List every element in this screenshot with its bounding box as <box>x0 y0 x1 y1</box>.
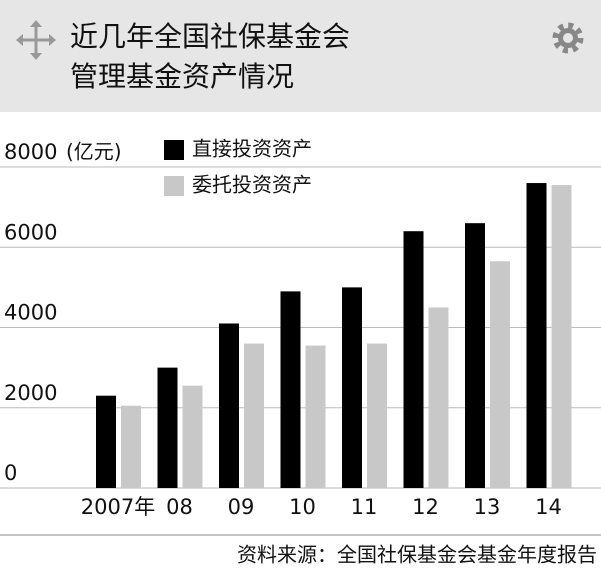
legend-swatch <box>164 176 184 196</box>
legend-label: 直接投资资产 <box>192 137 312 161</box>
y-tick-label: 4000 <box>4 301 57 325</box>
bar <box>367 343 387 488</box>
x-tick-label: 08 <box>166 495 193 519</box>
bar <box>526 183 547 489</box>
bar <box>403 231 424 488</box>
bar <box>121 405 141 488</box>
bar <box>219 323 239 488</box>
bar <box>182 385 203 488</box>
source-note: 资料来源：全国社保基金会基金年度报告 <box>237 543 597 567</box>
bar <box>428 307 449 488</box>
y-tick-label: 6000 <box>4 220 57 244</box>
x-tick-label: 13 <box>474 495 501 519</box>
x-tick-label: 12 <box>412 495 439 519</box>
unit-label: (亿元) <box>66 140 122 164</box>
y-tick-label: 8000 <box>4 140 57 164</box>
x-tick-label: 14 <box>535 495 562 519</box>
bar <box>280 291 301 488</box>
bar <box>342 287 362 488</box>
y-tick-label: 2000 <box>4 381 57 405</box>
x-tick-label: 11 <box>351 495 378 519</box>
chart-title: 近几年全国社保基金会 <box>70 20 350 53</box>
x-tick-label: 2007年 <box>81 495 155 519</box>
bar <box>490 261 510 488</box>
chart-title: 管理基金资产情况 <box>70 60 294 93</box>
legend-swatch <box>164 140 184 160</box>
bar <box>465 223 485 489</box>
bar <box>305 345 326 488</box>
x-tick-label: 10 <box>289 495 316 519</box>
settings-icon[interactable] <box>552 22 584 54</box>
bar <box>96 395 116 488</box>
header-band <box>0 0 601 112</box>
legend-label: 委托投资资产 <box>192 173 312 197</box>
bar <box>157 367 178 488</box>
bar <box>244 343 264 488</box>
bar <box>551 185 572 488</box>
move-icon <box>16 20 56 60</box>
y-tick-label: 0 <box>4 461 17 485</box>
x-tick-label: 09 <box>228 495 255 519</box>
